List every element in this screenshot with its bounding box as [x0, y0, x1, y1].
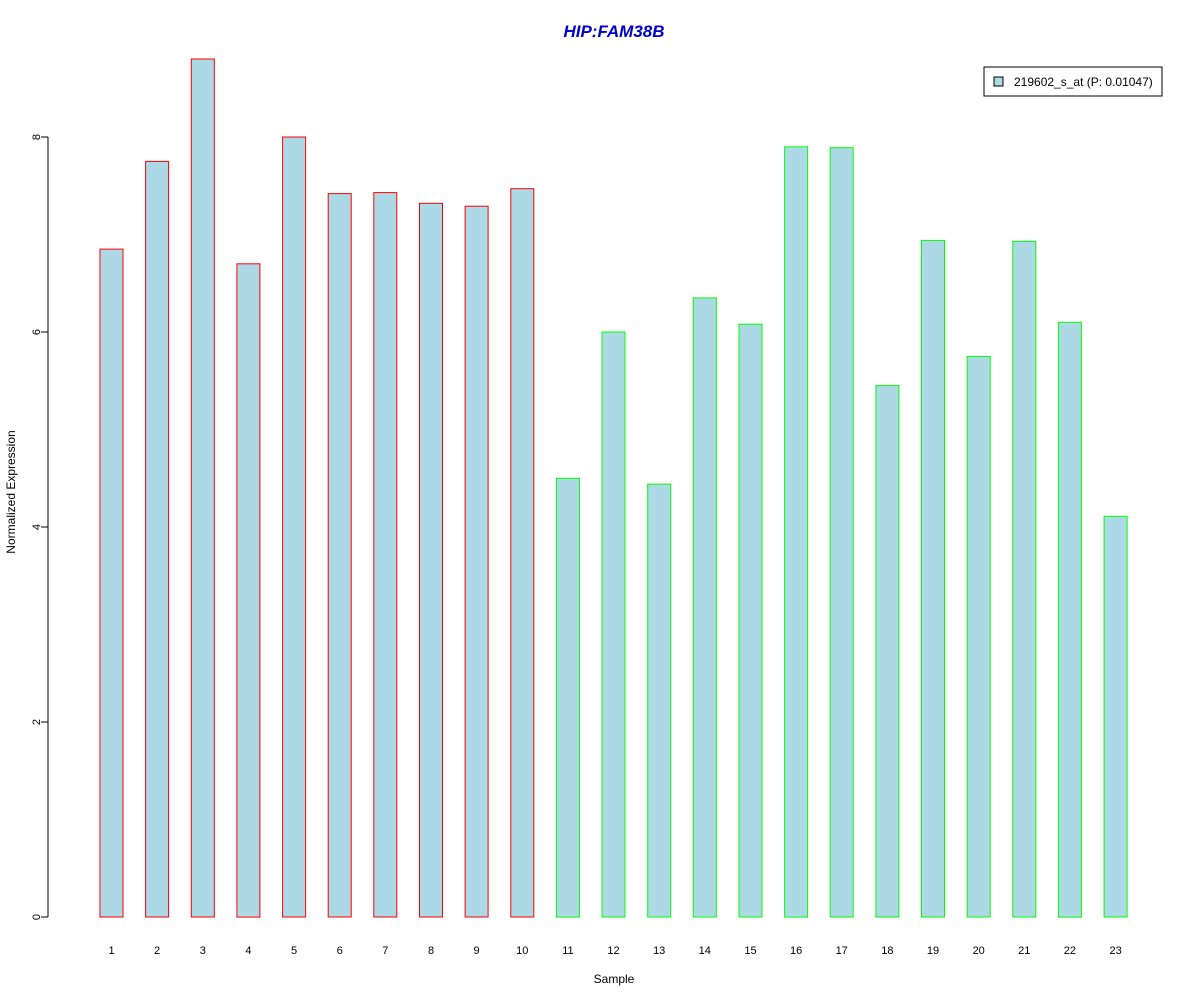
bar-sample-15 [738, 323, 763, 918]
bar-sample-5 [282, 136, 307, 918]
y-tick-label: 2 [31, 719, 43, 725]
x-tick-label: 23 [1109, 945, 1121, 957]
x-tick-label: 16 [790, 945, 802, 957]
bar-sample-22 [1057, 321, 1082, 918]
x-tick-label: 19 [927, 945, 939, 957]
chart-title: HIP:FAM38B [563, 22, 664, 41]
bars [99, 58, 1128, 918]
x-tick-label: 1 [108, 945, 114, 957]
bar-sample-1 [99, 248, 124, 918]
bar-sample-18 [875, 385, 900, 918]
x-tick-label: 21 [1018, 945, 1030, 957]
x-tick-label: 20 [973, 945, 985, 957]
bar-sample-9 [464, 205, 489, 918]
bar-sample-12 [601, 331, 626, 918]
legend-label: 219602_s_at (P: 0.01047) [1014, 75, 1153, 89]
legend: 219602_s_at (P: 0.01047) [983, 66, 1163, 97]
bar-sample-6 [327, 193, 352, 918]
bar-sample-10 [510, 188, 535, 918]
x-tick-label: 15 [744, 945, 756, 957]
x-tick-label: 10 [516, 945, 528, 957]
bar-sample-3 [190, 58, 215, 918]
bar-sample-20 [966, 355, 991, 918]
bar-sample-17 [829, 147, 854, 918]
x-axis-label: Sample [594, 972, 635, 986]
x-tick-label: 14 [699, 945, 711, 957]
x-tick-label: 3 [200, 945, 206, 957]
y-tick-label: 6 [31, 329, 43, 335]
bar-sample-14 [692, 297, 717, 918]
bar-sample-4 [236, 263, 261, 918]
x-tick-label: 12 [607, 945, 619, 957]
y-tick-label: 4 [31, 524, 43, 530]
bar-sample-7 [373, 192, 398, 918]
legend-box [983, 66, 1163, 97]
x-tick-label: 13 [653, 945, 665, 957]
x-tick-label: 5 [291, 945, 297, 957]
x-tick-label: 4 [245, 945, 251, 957]
x-tick-labels: 1 2 3 4 5 6 7 8 9 10 11 12 13 14 15 16 17 18 19 20 21 22 23 [108, 945, 1121, 957]
x-tick-label: 17 [836, 945, 848, 957]
bar-sample-19 [921, 239, 945, 918]
x-tick-label: 7 [382, 945, 388, 957]
bar-sample-2 [145, 160, 170, 918]
x-tick-label: 18 [881, 945, 893, 957]
legend-swatch [993, 76, 1004, 87]
bar-sample-23 [1103, 515, 1128, 918]
bar-sample-11 [555, 477, 580, 918]
y-axis: 0 2 4 6 8 [31, 134, 49, 920]
y-tick-label: 0 [31, 914, 43, 920]
x-tick-label: 22 [1064, 945, 1076, 957]
x-tick-label: 9 [474, 945, 480, 957]
x-tick-label: 11 [562, 945, 573, 957]
y-tick-label: 8 [31, 134, 43, 140]
bar-sample-8 [419, 202, 443, 918]
bar-sample-16 [784, 146, 809, 918]
x-tick-label: 6 [337, 945, 343, 957]
x-tick-label: 2 [154, 945, 160, 957]
bar-sample-21 [1012, 240, 1037, 918]
y-axis-label: Normalized Expression [4, 430, 18, 553]
bar-sample-13 [647, 483, 672, 918]
x-tick-label: 8 [428, 945, 434, 957]
